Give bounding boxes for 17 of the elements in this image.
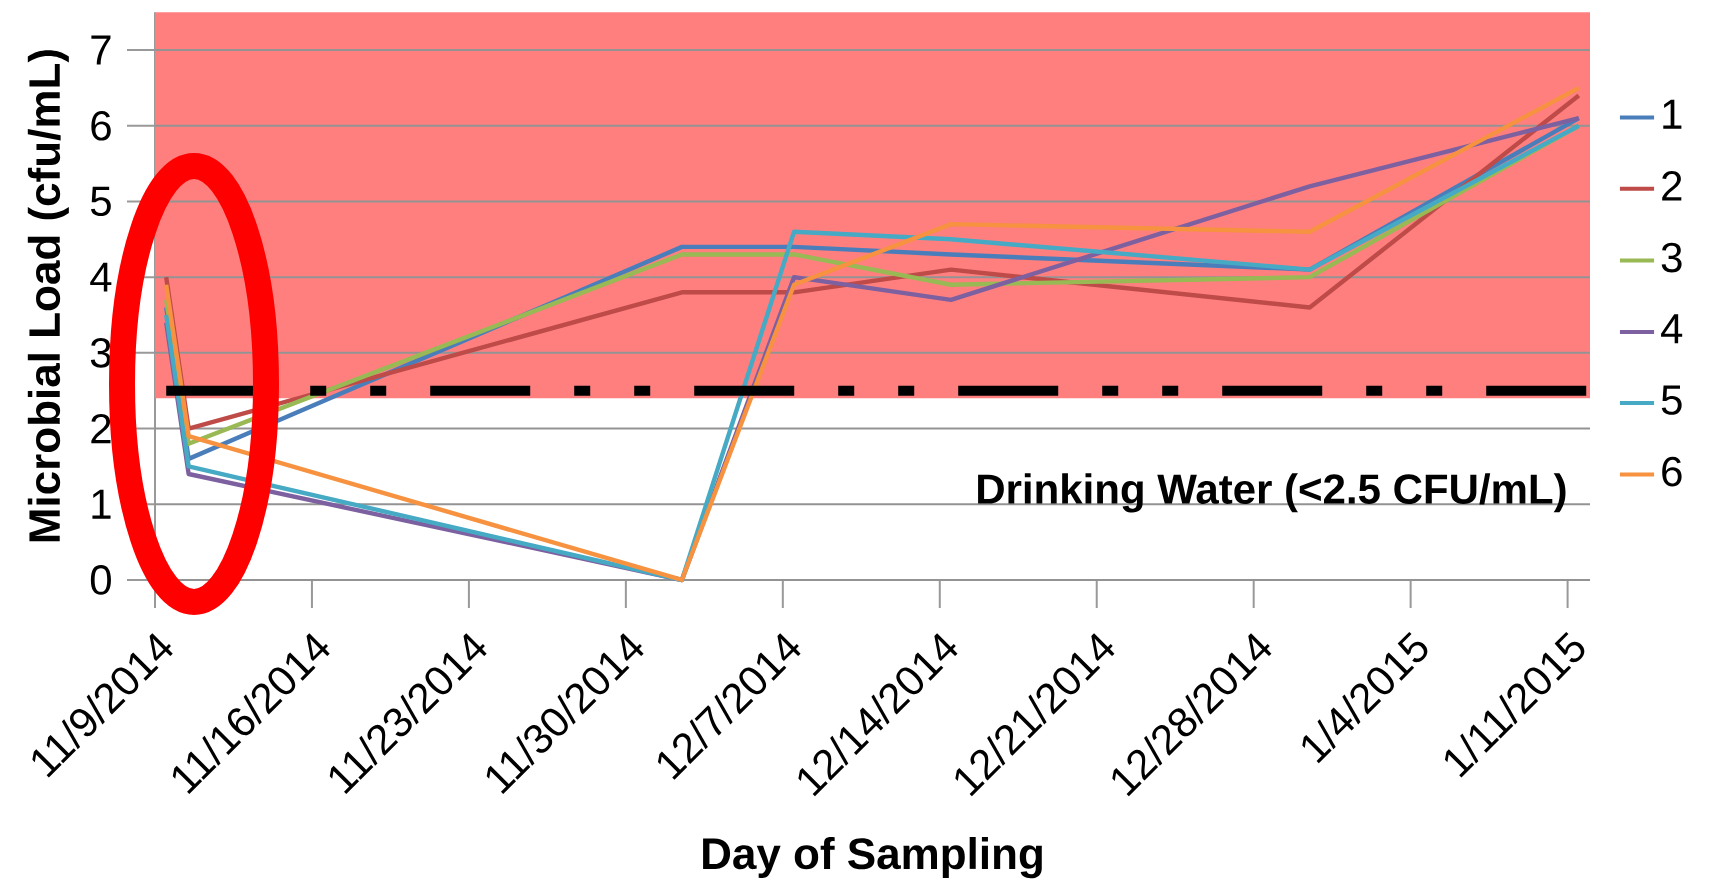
y-tick-label: 5 <box>90 186 111 217</box>
ref-line-label: Drinking Water (<2.5 CFU/mL) <box>978 473 1566 513</box>
x-axis-title: Day of Sampling <box>703 836 1042 879</box>
legend-label: 2 <box>1662 171 1682 201</box>
legend-label: 6 <box>1662 456 1682 487</box>
legend-label: 1 <box>1663 99 1682 129</box>
y-tick-label: 4 <box>90 262 112 292</box>
y-tick-label: 3 <box>90 338 111 368</box>
legend-label: 5 <box>1661 385 1682 415</box>
y-tick-label: 2 <box>91 413 111 444</box>
y-tick-label: 7 <box>91 35 111 65</box>
y-tick-label: 6 <box>91 110 111 141</box>
legend-label: 4 <box>1661 314 1683 344</box>
y-tick-label: 0 <box>90 565 111 595</box>
legend-label: 3 <box>1661 242 1682 273</box>
y-tick-label: 1 <box>92 489 111 519</box>
y-axis-title: Microbial Load (cfu/mL) <box>27 50 69 542</box>
